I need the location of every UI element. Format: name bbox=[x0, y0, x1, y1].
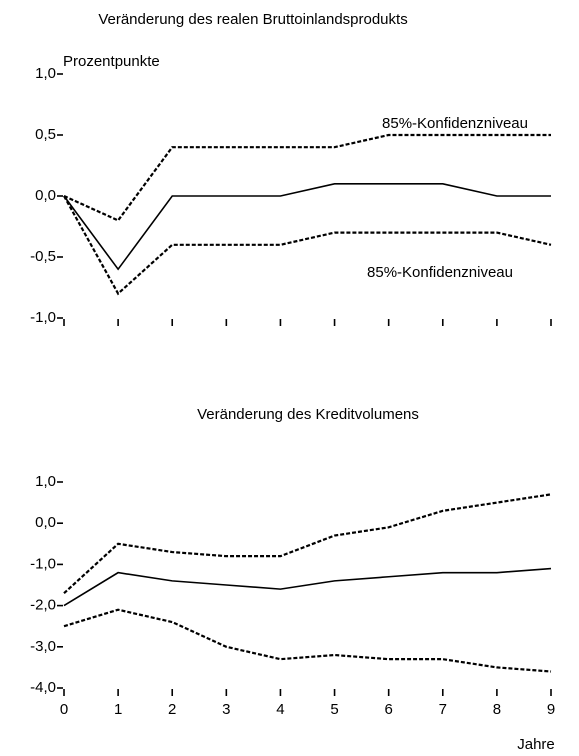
series-line bbox=[63, 133, 551, 222]
y-axis-label: Prozentpunkte bbox=[63, 53, 160, 70]
series-line bbox=[63, 183, 551, 271]
y-tick-label: 0,0 bbox=[35, 187, 56, 204]
x-tick-label: 1 bbox=[114, 701, 122, 718]
y-tick-label: -1,0 bbox=[30, 555, 56, 572]
x-tick-label: 6 bbox=[384, 701, 392, 718]
x-tick-label: 9 bbox=[547, 701, 555, 718]
x-tick-label: 4 bbox=[276, 701, 284, 718]
x-tick-label: 8 bbox=[493, 701, 501, 718]
y-tick-label: 0,0 bbox=[35, 514, 56, 531]
annotation: 85%-Konfidenzniveau bbox=[382, 115, 528, 132]
y-tick-label: 1,0 bbox=[35, 65, 56, 82]
x-tick-label: 2 bbox=[168, 701, 176, 718]
y-tick-label: -2,0 bbox=[30, 597, 56, 614]
annotation: 85%-Konfidenzniveau bbox=[367, 264, 513, 281]
series-line bbox=[63, 608, 552, 673]
y-tick-label: -4,0 bbox=[30, 679, 56, 696]
y-tick-label: -0,5 bbox=[30, 248, 56, 265]
x-tick-label: 0 bbox=[60, 701, 68, 718]
y-tick-label: 1,0 bbox=[35, 473, 56, 490]
series-line bbox=[63, 195, 552, 296]
y-tick-label: -1,0 bbox=[30, 309, 56, 326]
x-axis-label: Jahre bbox=[517, 736, 555, 753]
chart-title: Veränderung des realen Bruttoinlandsprod… bbox=[98, 11, 407, 28]
series-line bbox=[63, 567, 552, 607]
y-tick-label: -3,0 bbox=[30, 638, 56, 655]
series-line bbox=[63, 493, 552, 595]
y-tick-label: 0,5 bbox=[35, 126, 56, 143]
x-tick-label: 7 bbox=[439, 701, 447, 718]
x-tick-label: 5 bbox=[330, 701, 338, 718]
chart-title: Veränderung des Kreditvolumens bbox=[197, 406, 419, 423]
x-tick-label: 3 bbox=[222, 701, 230, 718]
